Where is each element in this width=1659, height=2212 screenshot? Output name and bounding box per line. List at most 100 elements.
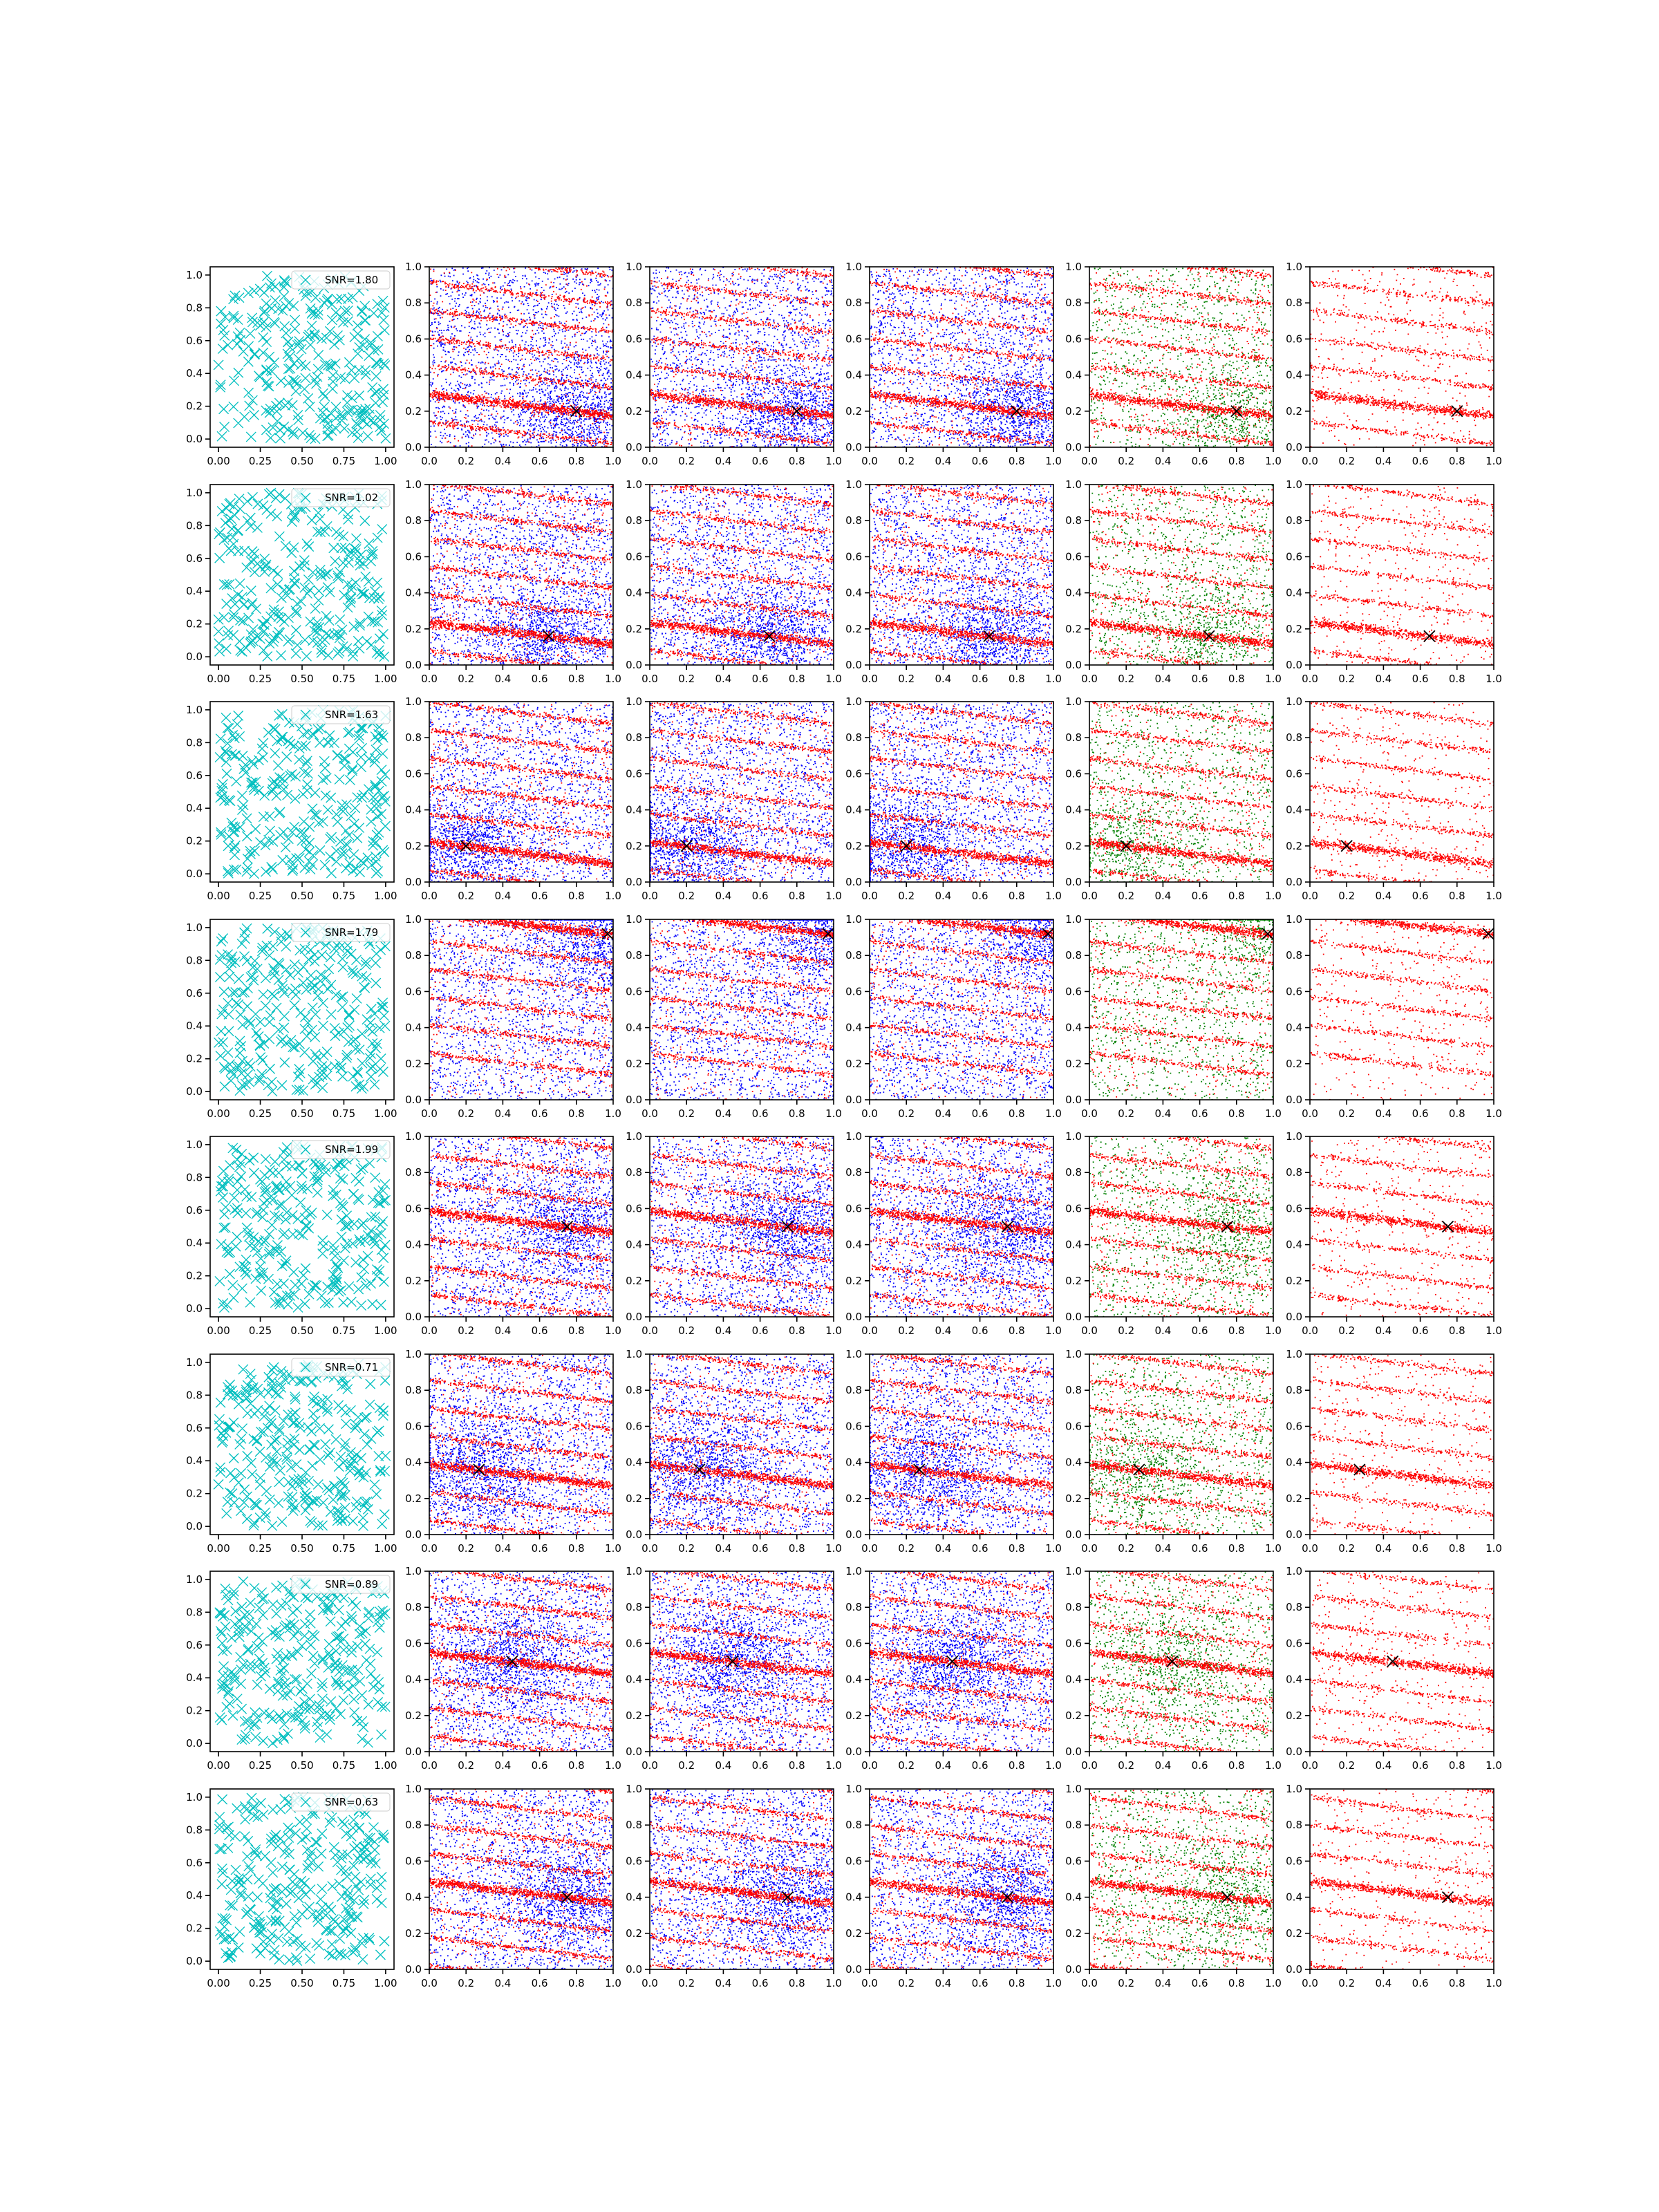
- y-tick-label: 0.8: [845, 949, 862, 962]
- subplot-r3-c1: 0.00 0.25 0.50 0.75 1.000.00.20.40.60.81.0 SN…: [186, 702, 397, 902]
- y-tick-label: 0.2: [405, 1492, 422, 1505]
- y-tick-label: 0.0: [186, 1302, 203, 1315]
- y-tick-label: 0.6: [1065, 332, 1082, 345]
- background-points: [650, 919, 835, 1100]
- y-tick-label: 0.0: [1065, 876, 1082, 888]
- x-tick-label: 0.4: [1375, 1107, 1391, 1120]
- x-tick-label: 1.0: [1485, 1977, 1502, 1989]
- y-tick-label: 0.4: [405, 804, 422, 816]
- x-tick-label: 1.00: [374, 1759, 397, 1772]
- y-tick-label: 0.6: [1286, 1855, 1302, 1867]
- y-tick-label: 0.8: [1065, 1819, 1082, 1831]
- x-tick-label: 1.0: [1045, 1759, 1062, 1772]
- x-tick-label: 0.4: [1375, 890, 1391, 902]
- x-tick-label: 0.2: [1118, 1759, 1134, 1772]
- background-points: [650, 1789, 835, 1971]
- subplot-r7-c1: 0.00 0.25 0.50 0.75 1.000.00.20.40.60.81.0 SN…: [186, 1571, 397, 1772]
- x-tick-label: 0.8: [568, 890, 585, 902]
- plot-area: [650, 702, 835, 883]
- y-tick-label: 0.2: [1065, 405, 1082, 418]
- subplot-r6-c1: 0.00 0.25 0.50 0.75 1.000.00.20.40.60.81.0 SN…: [186, 1354, 397, 1555]
- x-tick-label: 0.6: [532, 455, 548, 467]
- x-tick-label: 0.0: [1081, 1759, 1098, 1772]
- y-tick-label: 1.0: [405, 261, 422, 273]
- x-tick-label: 0.8: [568, 1977, 585, 1989]
- x-tick-label: 0.8: [1009, 1542, 1025, 1555]
- x-tick-label: 0.8: [1228, 455, 1245, 467]
- x-tick-label: 0.0: [641, 455, 658, 467]
- y-tick-label: 1.0: [186, 921, 203, 934]
- legend-label: SNR=0.63: [325, 1796, 378, 1808]
- x-tick-label: 0.75: [332, 890, 355, 902]
- x-tick-label: 0.2: [458, 1324, 474, 1337]
- x-tick-label: 1.0: [605, 673, 621, 685]
- x-tick-label: 0.6: [752, 673, 769, 685]
- subplot-r6-c5: 0.0 0.2 0.4 0.6 0.8 1.00.00.20.40.60.81.0: [1065, 1348, 1282, 1555]
- x-tick-label: 0.25: [249, 1977, 272, 1989]
- y-tick-label: 0.0: [1065, 1311, 1082, 1323]
- plot-area: [214, 1792, 389, 1966]
- y-tick-label: 0.8: [1286, 1384, 1302, 1396]
- legend: SNR=0.63: [292, 1793, 390, 1811]
- y-tick-label: 1.0: [626, 695, 642, 708]
- y-tick-label: 0.4: [186, 1671, 203, 1684]
- red-points: [1310, 1789, 1495, 1971]
- subplot-r8-c3: 0.0 0.2 0.4 0.6 0.8 1.00.00.20.40.60.81.0: [626, 1783, 842, 1989]
- y-tick-label: 0.4: [626, 1674, 642, 1686]
- y-tick-label: 0.4: [626, 1891, 642, 1904]
- legend: SNR=0.71: [292, 1358, 390, 1376]
- y-tick-label: 0.4: [626, 369, 642, 382]
- subplot-r3-c6: 0.0 0.2 0.4 0.6 0.8 1.00.00.20.40.60.81.0: [1286, 695, 1502, 902]
- plot-area: [650, 1354, 835, 1536]
- red-points: [650, 919, 835, 1101]
- x-tick-label: 0.4: [715, 1107, 731, 1120]
- plot-area: [215, 1577, 391, 1748]
- plot-area: [650, 485, 835, 666]
- target-marker: [1424, 630, 1435, 641]
- cyan-markers: [214, 1359, 391, 1530]
- y-tick-label: 0.2: [405, 1058, 422, 1070]
- x-tick-label: 1.0: [825, 1977, 842, 1989]
- x-tick-label: 1.0: [1265, 455, 1282, 467]
- y-tick-label: 1.0: [1065, 478, 1082, 491]
- x-tick-label: 0.0: [421, 1759, 438, 1772]
- x-tick-label: 0.75: [332, 1107, 355, 1120]
- x-tick-label: 0.75: [332, 455, 355, 467]
- y-tick-label: 0.2: [405, 1709, 422, 1722]
- x-tick-label: 1.0: [605, 890, 621, 902]
- x-tick-label: 1.0: [1265, 1759, 1282, 1772]
- plot-area: [1310, 1354, 1494, 1536]
- x-tick-label: 0.4: [935, 1324, 951, 1337]
- y-tick-label: 1.0: [845, 1783, 862, 1795]
- y-tick-label: 0.0: [626, 441, 642, 453]
- x-tick-label: 0.2: [898, 890, 915, 902]
- y-tick-label: 0.0: [1065, 659, 1082, 671]
- subplot-r4-c1: 0.00 0.25 0.50 0.75 1.000.00.20.40.60.81.0 SN…: [186, 919, 397, 1120]
- legend: SNR=1.63: [292, 706, 390, 724]
- x-tick-label: 0.4: [1154, 1977, 1171, 1989]
- red-points: [870, 1571, 1054, 1753]
- x-tick-label: 0.25: [249, 673, 272, 685]
- red-points: [1089, 1136, 1275, 1318]
- y-tick-label: 0.6: [626, 1420, 642, 1432]
- y-tick-label: 0.8: [1286, 731, 1302, 744]
- subplot-r7-c6: 0.0 0.2 0.4 0.6 0.8 1.00.00.20.40.60.81.0: [1286, 1565, 1502, 1772]
- y-tick-label: 0.2: [626, 623, 642, 635]
- x-tick-label: 0.4: [494, 455, 511, 467]
- y-tick-label: 0.4: [405, 1239, 422, 1251]
- background-points: [870, 267, 1055, 449]
- y-tick-label: 0.0: [1286, 1311, 1302, 1323]
- x-tick-label: 0.25: [249, 1324, 272, 1337]
- red-points: [429, 1789, 615, 1971]
- subplot-r7-c3: 0.0 0.2 0.4 0.6 0.8 1.00.00.20.40.60.81.0: [626, 1565, 842, 1772]
- x-tick-label: 0.4: [494, 1542, 511, 1555]
- x-tick-label: 0.8: [1449, 1324, 1465, 1337]
- x-tick-label: 0.0: [1302, 455, 1318, 467]
- x-tick-label: 0.2: [1338, 1977, 1355, 1989]
- y-tick-label: 1.0: [186, 1791, 203, 1803]
- y-tick-label: 0.2: [186, 835, 203, 847]
- y-tick-label: 0.2: [626, 1492, 642, 1505]
- y-tick-label: 1.0: [845, 913, 862, 926]
- x-tick-label: 0.0: [421, 455, 438, 467]
- y-tick-label: 0.2: [845, 405, 862, 418]
